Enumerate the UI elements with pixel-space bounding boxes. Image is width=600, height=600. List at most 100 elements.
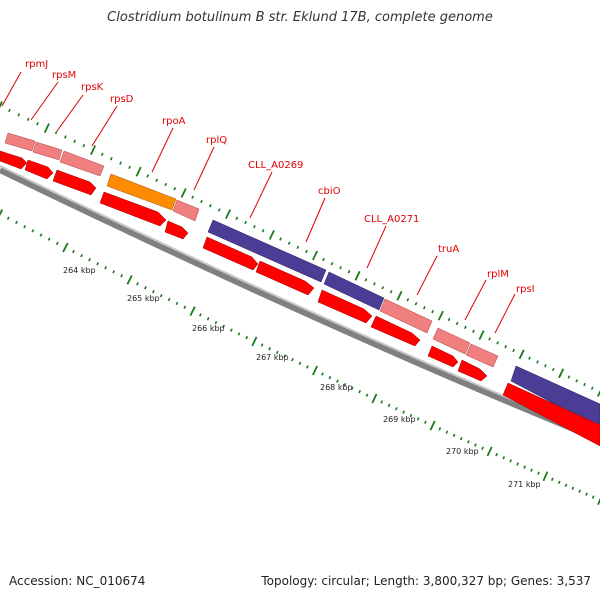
inner-ring-tick bbox=[0, 209, 4, 216]
outer-ring-tick bbox=[208, 204, 212, 208]
outer-ring-tick bbox=[155, 178, 159, 182]
outer-ring-tick bbox=[296, 245, 300, 250]
gene-arrow-1[interactable] bbox=[0, 150, 28, 170]
outer-ring-tick bbox=[447, 317, 451, 322]
outer-ring-tick bbox=[26, 117, 30, 122]
inner-ring-tick bbox=[530, 468, 533, 472]
inner-ring-tick bbox=[39, 233, 43, 237]
gene-bar-rpsM[interactable] bbox=[4, 132, 36, 152]
kbp-label-264: 264 kbp bbox=[63, 266, 96, 275]
gene-label-cbiO: cbiO bbox=[318, 186, 341, 197]
outer-ring-tick bbox=[225, 209, 232, 219]
inner-ring-tick bbox=[6, 216, 10, 220]
kbp-label-265: 265 kbp bbox=[127, 294, 160, 303]
gene-arrow-12[interactable] bbox=[502, 382, 600, 447]
outer-ring-tick bbox=[100, 152, 104, 157]
gene-label-leaders bbox=[1, 71, 516, 334]
gene-arrow-6[interactable] bbox=[202, 236, 259, 271]
outer-ring-tick bbox=[217, 208, 221, 212]
inner-ring-tick bbox=[416, 417, 420, 421]
inner-ring-tick bbox=[260, 343, 264, 347]
inner-ring-tick bbox=[198, 313, 202, 317]
leader-rpsM bbox=[30, 81, 59, 121]
inner-ring-tick bbox=[104, 266, 108, 270]
genome-backbone bbox=[0, 167, 600, 443]
gene-arrow-2[interactable] bbox=[24, 159, 54, 180]
gene-bar-rpsI[interactable] bbox=[510, 365, 600, 429]
outer-ring-tick bbox=[8, 108, 11, 113]
outer-ring-tick bbox=[389, 290, 393, 294]
leader-rpsK bbox=[56, 94, 84, 132]
outer-ring-tick bbox=[146, 174, 150, 178]
leader-CLL_A0271 bbox=[366, 225, 387, 269]
kbp-label-271: 271 kbp bbox=[508, 480, 541, 489]
outer-ring-tick bbox=[558, 368, 565, 379]
outer-ring-tick bbox=[544, 364, 547, 368]
outer-ring-tick bbox=[235, 216, 239, 221]
outer-ring-tick bbox=[596, 389, 600, 397]
outer-ring-tick bbox=[590, 386, 594, 390]
inner-ring-tick bbox=[474, 443, 477, 447]
outer-ring-tick bbox=[261, 229, 265, 233]
inner-ring-tick bbox=[120, 274, 124, 278]
gene-bar-rpsK[interactable] bbox=[32, 141, 63, 161]
gene-label-rpsM: rpsM bbox=[52, 70, 76, 81]
inner-ring-tick bbox=[189, 306, 196, 316]
outer-ring-tick bbox=[311, 250, 319, 261]
inner-ring-tick bbox=[380, 400, 384, 404]
outer-ring-tick bbox=[0, 101, 3, 109]
inner-ring-tick bbox=[298, 361, 302, 366]
gene-bar-rpsD[interactable] bbox=[59, 150, 105, 177]
kbp-label-269: 269 kbp bbox=[383, 415, 416, 424]
inner-ring-tick bbox=[159, 293, 163, 298]
inner-ring-tick bbox=[80, 253, 83, 258]
gene-arrow-4[interactable] bbox=[99, 191, 167, 227]
outer-ring-tick bbox=[373, 282, 376, 286]
inner-ring-tick bbox=[321, 372, 324, 376]
outer-ring-tick bbox=[575, 379, 579, 383]
outer-ring-tick bbox=[504, 344, 508, 349]
inner-ring-tick bbox=[31, 229, 35, 233]
outer-ring-tick bbox=[364, 278, 368, 282]
inner-ring-tick bbox=[336, 379, 339, 383]
gene-bar-truA[interactable] bbox=[432, 327, 471, 355]
outer-ring-tick bbox=[82, 143, 86, 148]
gene-bar-cbiO[interactable] bbox=[323, 271, 385, 311]
inner-ring-tick bbox=[591, 495, 595, 499]
inner-ring-tick bbox=[509, 459, 513, 463]
outer-ring-tick bbox=[551, 367, 555, 372]
gene-arrow-8[interactable] bbox=[317, 289, 373, 324]
outer-ring-tick bbox=[406, 298, 410, 302]
outer-ring-tick bbox=[381, 286, 385, 290]
gene-bar-rpoA[interactable] bbox=[106, 173, 177, 211]
inner-ring-tick bbox=[585, 492, 588, 496]
inner-ring-tick bbox=[291, 357, 294, 362]
outer-ring-tick bbox=[244, 220, 248, 225]
gene-arrow-3[interactable] bbox=[52, 169, 97, 196]
gene-bar-CLL_A0269[interactable] bbox=[207, 219, 327, 283]
gene-arrow-10[interactable] bbox=[427, 345, 459, 368]
outer-ring-tick bbox=[463, 325, 467, 330]
outer-ring-tick bbox=[36, 122, 39, 126]
gene-arrow-5[interactable] bbox=[164, 220, 189, 240]
gene-bar-CLL_A0271[interactable] bbox=[379, 298, 433, 334]
gene-arrow-9[interactable] bbox=[370, 315, 421, 347]
inner-ring-tick bbox=[214, 320, 218, 325]
gene-bar-rplM[interactable] bbox=[465, 343, 499, 368]
gene-label-CLL_A0269: CLL_A0269 bbox=[248, 160, 303, 171]
inner-ring-tick bbox=[15, 220, 18, 225]
outer-ring-tick bbox=[536, 360, 539, 364]
gene-bar-rplQ[interactable] bbox=[172, 199, 200, 222]
outer-ring-tick bbox=[354, 270, 361, 281]
outer-ring-tick bbox=[437, 310, 444, 321]
gene-arrow-7[interactable] bbox=[255, 260, 315, 296]
inner-ring-tick bbox=[167, 297, 171, 302]
inner-ring-tick bbox=[311, 365, 319, 376]
outer-ring-tick bbox=[191, 195, 194, 199]
inner-ring-tick bbox=[283, 354, 287, 358]
inner-ring-tick bbox=[328, 375, 332, 380]
gene-arrow-11[interactable] bbox=[457, 359, 488, 382]
inner-ring-tick bbox=[23, 224, 27, 229]
kbp-label-266: 266 kbp bbox=[192, 324, 225, 333]
inner-ring-tick bbox=[112, 270, 116, 274]
